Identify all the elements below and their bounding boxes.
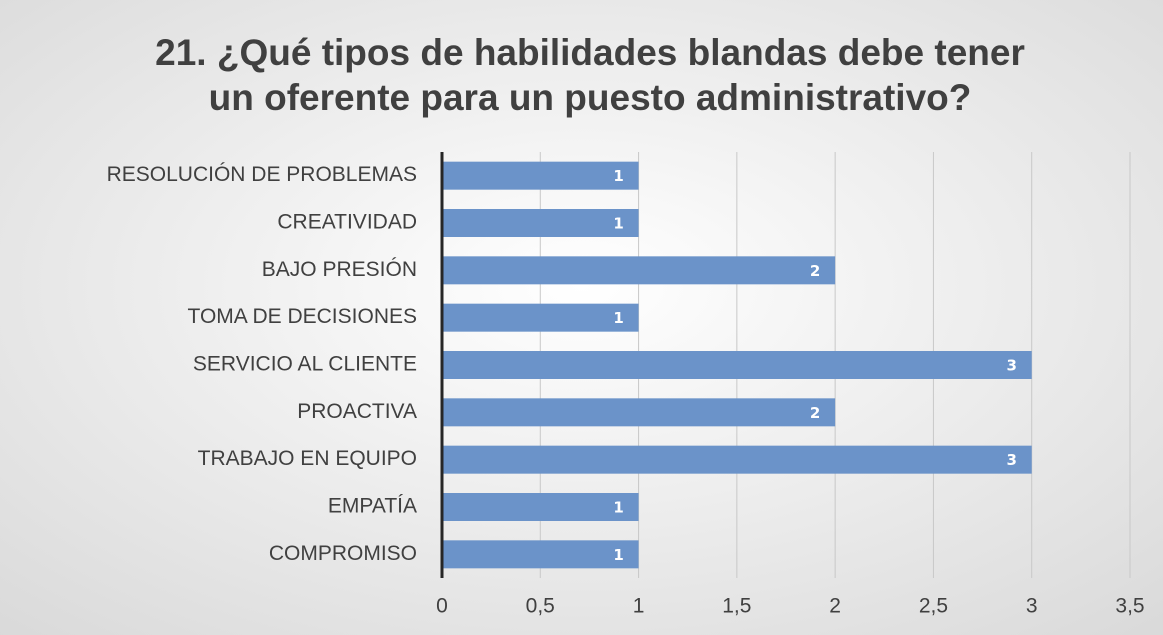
y-tick-label: SERVICIO AL CLIENTE	[193, 353, 417, 376]
bar	[442, 256, 836, 285]
bar	[442, 303, 639, 332]
chart-title: 21. ¿Qué tipos de habilidades blandas de…	[155, 32, 1025, 73]
data-label: 3	[1006, 451, 1016, 469]
x-tick-label: 1,5	[722, 595, 751, 618]
data-label: 1	[613, 167, 623, 185]
bar	[442, 398, 836, 427]
bar	[442, 161, 639, 190]
bar	[442, 493, 639, 521]
x-tick-label: 2,5	[919, 595, 948, 618]
bar	[442, 209, 639, 237]
data-label: 2	[810, 262, 820, 280]
bar	[442, 540, 639, 569]
bar	[442, 351, 1032, 379]
bar	[442, 445, 1032, 474]
y-tick-label: EMPATÍA	[328, 495, 417, 518]
x-tick-label: 0,5	[526, 595, 555, 618]
x-tick-label: 3,5	[1115, 595, 1144, 618]
y-tick-label: BAJO PRESIÓN	[262, 258, 417, 281]
y-tick-label: COMPROMISO	[269, 542, 417, 565]
chart-title: un oferente para un puesto administrativ…	[209, 77, 972, 118]
data-label: 1	[613, 215, 623, 233]
x-tick-label: 3	[1026, 595, 1038, 618]
y-tick-label: RESOLUCIÓN DE PROBLEMAS	[107, 163, 417, 186]
x-tick-label: 2	[829, 595, 841, 618]
data-label: 1	[613, 546, 623, 564]
data-label: 1	[613, 499, 623, 517]
x-tick-label: 1	[633, 595, 645, 618]
data-label: 3	[1006, 357, 1016, 375]
x-tick-label: 0	[436, 595, 448, 618]
y-tick-label: CREATIVIDAD	[277, 211, 417, 234]
data-label: 2	[810, 404, 820, 422]
y-tick-label: TOMA DE DECISIONES	[188, 305, 418, 328]
data-label: 1	[613, 309, 623, 327]
y-tick-label: TRABAJO EN EQUIPO	[198, 447, 417, 470]
y-tick-label: PROACTIVA	[297, 400, 417, 423]
